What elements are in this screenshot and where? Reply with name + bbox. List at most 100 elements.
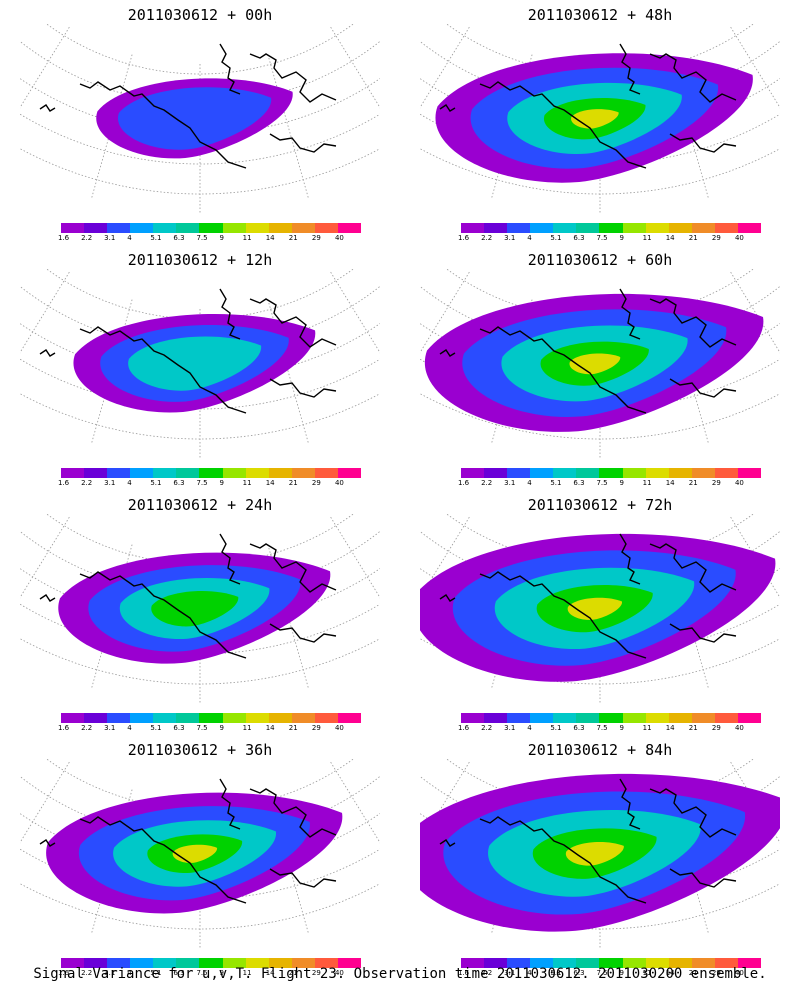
colorbar-swatch [737,713,762,723]
colorbar-swatch [199,468,223,478]
polar-map [243,172,800,459]
polar-map [268,0,800,214]
colorbar-swatch [622,468,646,478]
colorbar-label: 6.3 [173,724,185,732]
colorbar-label: 4 [127,479,132,487]
colorbar-label: 5.1 [550,479,562,487]
colorbar-swatch [84,223,108,233]
colorbar-label: 11 [642,479,652,487]
variance-field [400,773,788,932]
colorbar-label: 7.5 [196,479,208,487]
colorbar [61,713,362,723]
colorbar-label: 14 [265,234,275,242]
colorbar-swatch [291,713,315,723]
colorbar-swatch [599,468,623,478]
colorbar-label: 11 [242,969,252,977]
colorbar-label: 14 [265,969,275,977]
panel-title: 2011030612 + 24h [127,496,273,514]
map-area [0,662,557,951]
colorbar-swatch [61,468,85,478]
colorbar-label: 3.1 [104,724,116,732]
colorbar [461,958,762,968]
colorbar-label: 40 [734,969,744,977]
colorbar-label: 7.5 [596,234,608,242]
colorbar-label: 4 [127,234,132,242]
colorbar-swatch [553,958,577,968]
colorbar-label: 3.1 [504,969,516,977]
colorbar-swatch [153,958,177,968]
colorbar-label: 29 [711,724,721,732]
colorbar-swatch [130,958,154,968]
coastline [39,288,337,414]
variance-field [435,53,753,183]
map-area [243,172,800,461]
colorbar-label: 1.6 [458,969,470,977]
colorbar-label: 7.5 [596,479,608,487]
forecast-panel: 2011030612 + 36h 1.6 2.2 3.1 4 5.1 6.3 7.5 9 11 14… [0,662,557,980]
forecast-panel: 2011030612 + 24h 1.6 2.2 3.1 4 5.1 6.3 7.5 9 11 14… [0,417,557,735]
colorbar-label: 4 [527,724,532,732]
polar-map [0,417,557,704]
colorbar-label: 29 [711,234,721,242]
colorbar-label: 2.2 [481,724,493,732]
colorbar-label: 5.1 [150,969,162,977]
colorbar-swatch [691,468,715,478]
colorbar-label: 7.5 [596,969,608,977]
colorbar-label: 14 [265,724,275,732]
colorbar-labels: 1.6 2.2 3.1 4 5.1 6.3 7.5 9 11 14 21 29 40 [58,969,361,979]
colorbar-label: 6.3 [573,724,585,732]
colorbar-label: 21 [688,724,698,732]
colorbar-swatch [337,468,362,478]
coastline [439,778,737,904]
colorbar-labels: 1.6 2.2 3.1 4 5.1 6.3 7.5 9 11 14 21 29 40 [58,724,361,734]
colorbar-swatch [461,713,485,723]
colorbar-swatch [553,713,577,723]
variance-field [73,313,316,413]
colorbar-labels: 1.6 2.2 3.1 4 5.1 6.3 7.5 9 11 14 21 29 40 [458,724,761,734]
colorbar-swatch [61,958,85,968]
colorbar [61,958,362,968]
colorbar-label: 1.6 [458,479,470,487]
panel-title: 2011030612 + 00h [127,6,273,24]
colorbar-swatch [176,223,200,233]
colorbar-swatch [714,713,738,723]
colorbar-swatch [507,468,531,478]
colorbar-label: 1.6 [58,234,70,242]
colorbar-swatch [176,713,200,723]
map-area [268,0,800,216]
colorbar-swatch [245,223,269,233]
colorbar-swatch [530,958,554,968]
colorbar-label: 1.6 [458,234,470,242]
colorbar-label: 4 [127,969,132,977]
colorbar-swatch [599,713,623,723]
colorbar-swatch [737,468,762,478]
colorbar-swatch [599,223,623,233]
colorbar-label: 1.6 [458,724,470,732]
colorbar-label: 5.1 [550,234,562,242]
colorbar-swatch [714,468,738,478]
colorbar-label: 5.1 [150,479,162,487]
colorbar [61,468,362,478]
colorbar-labels: 1.6 2.2 3.1 4 5.1 6.3 7.5 9 11 14 21 29 40 [458,479,761,489]
coastline [39,533,337,659]
polar-map [0,0,532,214]
colorbar-swatch [576,958,600,968]
coastline [439,43,737,169]
colorbar-swatch [107,713,131,723]
colorbar-swatch [530,468,554,478]
figure-caption: Signal Variance for u,v,T. Flight 23. Ob… [33,966,767,982]
colorbar-swatch [314,958,338,968]
colorbar-label: 14 [665,724,675,732]
colorbar-label: 9 [619,479,625,487]
map-area [243,662,800,951]
colorbar-label: 21 [288,969,298,977]
colorbar-swatch [291,958,315,968]
forecast-panel: 2011030612 + 60h 1.6 2.2 3.1 4 5.1 6.3 7.5 9 11 14… [243,172,800,490]
colorbar-label: 40 [334,969,344,977]
map-area [0,417,557,706]
colorbar-label: 5.1 [550,969,562,977]
colorbar-label: 3.1 [504,724,516,732]
colorbar-swatch [737,958,762,968]
colorbar-label: 3.1 [504,234,516,242]
colorbar-swatch [461,223,485,233]
